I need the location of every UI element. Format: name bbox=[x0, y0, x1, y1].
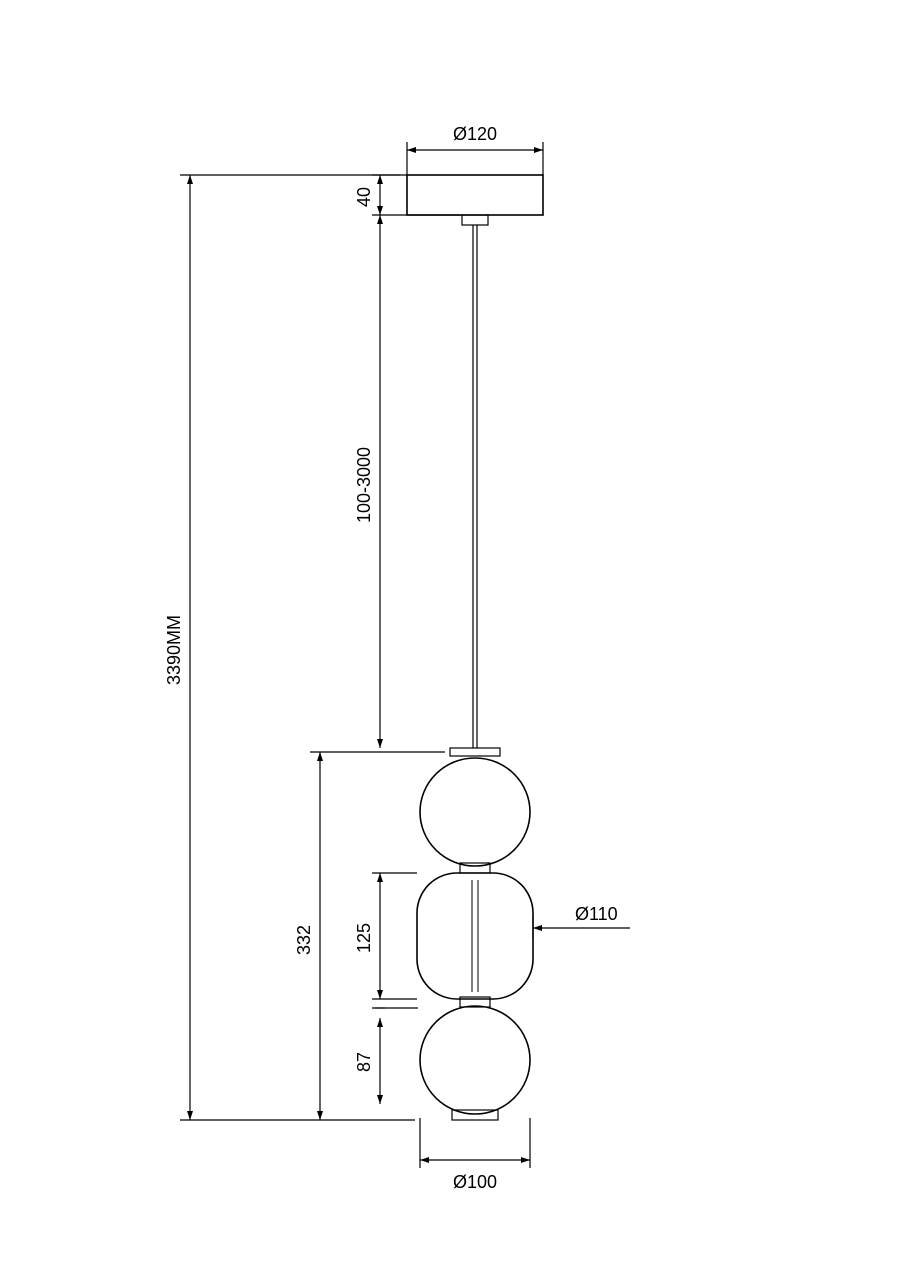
dim-canopy-diameter: Ø120 bbox=[407, 124, 543, 175]
canopy-diameter-label: Ø120 bbox=[453, 124, 497, 144]
bottom-diameter-label: Ø100 bbox=[453, 1172, 497, 1192]
drawing-svg: 3390MM 332 125 87 100-3000 Ø120 40 bbox=[0, 0, 905, 1280]
middle-diameter-label: Ø110 bbox=[575, 904, 618, 924]
body-top-cap bbox=[450, 748, 500, 756]
bottom-sphere-height-label: 87 bbox=[354, 1052, 374, 1072]
sphere-bottom bbox=[420, 1006, 530, 1114]
sphere-top bbox=[420, 758, 530, 866]
dim-middle-diameter: Ø110 bbox=[533, 904, 630, 938]
body-height-label: 332 bbox=[294, 925, 314, 955]
dim-bottom-diameter: Ø100 bbox=[420, 1118, 530, 1192]
dim-cord-length: 100-3000 bbox=[354, 215, 460, 748]
overall-height-label: 3390MM bbox=[164, 615, 184, 685]
dim-middle-height: 125 bbox=[354, 873, 417, 999]
middle-shade bbox=[417, 873, 533, 999]
canopy bbox=[407, 175, 543, 225]
dim-canopy-height: 40 bbox=[354, 175, 407, 215]
canopy-height-label: 40 bbox=[354, 187, 374, 207]
cord-length-label: 100-3000 bbox=[354, 447, 374, 523]
technical-drawing: 3390MM 332 125 87 100-3000 Ø120 40 bbox=[0, 0, 905, 1280]
cord bbox=[473, 225, 477, 748]
dim-overall-height: 3390MM bbox=[164, 175, 415, 1120]
middle-height-label: 125 bbox=[354, 923, 374, 953]
dim-bottom-sphere-height: 87 bbox=[354, 1008, 418, 1104]
